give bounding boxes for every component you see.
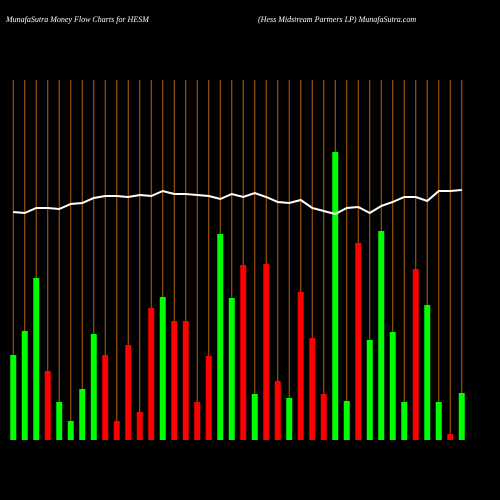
bar [274, 381, 281, 440]
bar [240, 265, 247, 440]
bar [79, 389, 86, 440]
bar [389, 332, 396, 440]
bar [401, 402, 408, 440]
bar [412, 269, 419, 440]
bar [297, 292, 304, 440]
bar [148, 308, 155, 440]
bar [378, 231, 385, 440]
bar [366, 340, 373, 440]
bar [182, 321, 189, 440]
bar [435, 402, 442, 440]
bar [263, 264, 270, 440]
chart-title: MunafaSutra Money Flow Charts for HESM [5, 15, 150, 24]
bar [286, 398, 293, 440]
bar [171, 321, 178, 440]
bar [10, 355, 17, 440]
bar [355, 243, 362, 440]
bar [113, 421, 120, 440]
bar [102, 355, 109, 440]
bar [21, 331, 28, 440]
bar [159, 297, 166, 440]
bar [125, 345, 132, 440]
bar [447, 434, 454, 440]
bar [332, 152, 339, 440]
bar [320, 394, 327, 440]
bar [44, 371, 51, 440]
bar [458, 393, 465, 440]
bar [251, 394, 258, 440]
bar [309, 338, 316, 440]
bar [136, 412, 143, 440]
bar [67, 421, 74, 440]
bar [205, 356, 212, 440]
bar [194, 402, 201, 440]
line [13, 189, 462, 216]
bar [90, 334, 97, 440]
bar [228, 298, 235, 440]
bar [33, 278, 40, 440]
bar [343, 401, 350, 440]
chart-subtitle: (Hess Midstream Partners LP) MunafaSutra… [258, 15, 416, 24]
bar [56, 402, 63, 440]
bar [217, 234, 224, 440]
bar [424, 305, 431, 440]
